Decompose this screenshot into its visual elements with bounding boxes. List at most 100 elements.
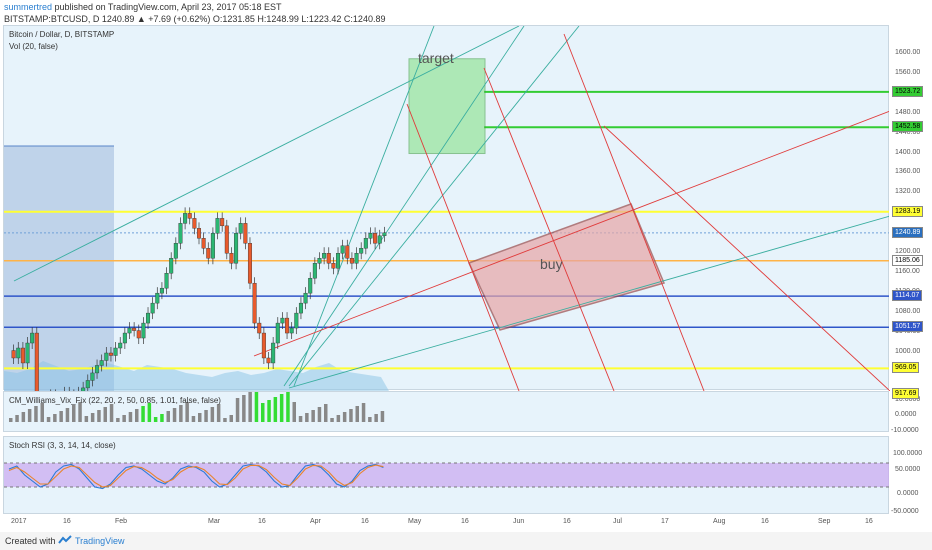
vix-fix-bar xyxy=(172,408,177,422)
price-tick: 1600.00 xyxy=(895,48,921,56)
trend-line xyxy=(293,26,435,387)
vix-fix-bar xyxy=(185,402,189,422)
trend-line xyxy=(288,215,890,389)
candle-body xyxy=(118,342,123,349)
price-tag: 1523.72 xyxy=(892,85,924,97)
vix-fix-bar xyxy=(204,410,208,422)
stoch-axis[interactable]: 100.0000 50.0000 0.0000 -50.0000 xyxy=(889,436,932,515)
candle-body xyxy=(132,327,137,331)
vix-fix-bar xyxy=(15,415,19,422)
candle-body xyxy=(81,387,86,391)
price-tag: 1114.07 xyxy=(892,290,923,302)
time-tick: 16 xyxy=(258,518,266,525)
buy-zone-box xyxy=(467,203,666,331)
vix-fix-bar xyxy=(179,405,183,422)
stoch-tick: 50.0000 xyxy=(895,466,921,473)
candle-body xyxy=(206,248,211,259)
time-tick: 16 xyxy=(361,518,369,525)
price-tag: 1240.89 xyxy=(892,226,924,238)
candle-body xyxy=(104,352,109,361)
candle-body xyxy=(187,213,192,219)
price-tag: 1051.57 xyxy=(892,321,924,333)
candle-body xyxy=(340,245,345,254)
vix-fix-bar xyxy=(65,408,70,422)
time-tick: May xyxy=(408,518,422,525)
candle-body xyxy=(247,243,252,284)
shaded-range-box xyxy=(4,146,114,391)
vix-fix-bar xyxy=(78,402,82,422)
candle-body xyxy=(373,233,378,244)
vix-fix-bar xyxy=(242,395,246,422)
vix-fix-bar xyxy=(286,392,290,422)
candle-body xyxy=(345,245,350,259)
symbol-legend: Bitcoin / Dollar, D, BITSTAMP xyxy=(9,30,115,39)
candle-body xyxy=(322,253,327,259)
vix-fix-bar xyxy=(153,417,158,422)
candle-body xyxy=(289,327,294,334)
candle-body xyxy=(215,218,220,234)
candle-body xyxy=(122,332,127,344)
price-tick: 1560.00 xyxy=(895,68,921,76)
vix-fix-bar xyxy=(311,410,315,422)
candle-body xyxy=(363,238,368,249)
time-tick: Jun xyxy=(513,518,525,525)
candle-body xyxy=(317,258,322,264)
stoch-tick: 100.0000 xyxy=(893,450,923,457)
price-tick: 1000.00 xyxy=(895,348,921,355)
time-tick: 16 xyxy=(761,518,769,525)
candle-body xyxy=(303,292,308,304)
candle-body xyxy=(136,330,141,339)
trend-line xyxy=(13,26,520,282)
vix-fix-bar xyxy=(229,415,233,422)
vix-fix-bar xyxy=(374,414,378,422)
candle-body xyxy=(252,282,257,324)
candle-body xyxy=(183,213,188,224)
vix-fix-bar xyxy=(355,406,359,422)
williams-legend: CM_Williams_Vix_Fix (22, 20, 2, 50, 0.85… xyxy=(9,396,221,405)
vix-fix-bar xyxy=(160,414,164,422)
time-axis[interactable]: 2017 16 Feb Mar 16 Apr 16 May 16 Jun 16 Jul 17 Aug 16 S… xyxy=(3,515,889,529)
candle-body xyxy=(146,312,151,324)
price-tick: 1320.00 xyxy=(895,188,921,196)
trend-line xyxy=(603,125,890,391)
candle-body xyxy=(349,258,354,264)
williams-vix-pane xyxy=(3,391,889,432)
candle-body xyxy=(331,263,336,269)
vix-fix-bar xyxy=(166,411,170,422)
vix-fix-bar xyxy=(141,406,145,422)
trend-line xyxy=(406,103,520,391)
price-tick: 1480.00 xyxy=(895,108,921,116)
volume-legend: Vol (20, false) xyxy=(9,42,58,51)
vix-fix-bar xyxy=(27,409,32,422)
candle-body xyxy=(354,253,359,264)
candle-body xyxy=(326,253,331,264)
stoch-rsi-svg xyxy=(4,462,890,490)
candle-body xyxy=(141,322,146,339)
candle-body xyxy=(127,327,132,334)
vix-fix-bar xyxy=(317,407,322,422)
publish-info: published on TradingView.com, April 23, … xyxy=(54,2,282,12)
candle-body xyxy=(90,372,95,381)
candle-body xyxy=(34,332,39,391)
vix-fix-bar xyxy=(305,413,309,422)
candle-body xyxy=(173,243,178,259)
vix-fix-bar xyxy=(349,409,353,422)
price-tick: 1080.00 xyxy=(895,308,921,316)
candle-body xyxy=(95,365,100,374)
candle-body xyxy=(308,277,313,294)
price-tag: 1185.06 xyxy=(892,254,923,266)
vix-fix-bar xyxy=(9,418,13,422)
vix-fix-bar xyxy=(128,412,133,422)
candle-body xyxy=(155,292,160,304)
vix-fix-bar xyxy=(368,417,372,422)
time-tick: Apr xyxy=(310,518,321,525)
vix-fix-bar xyxy=(72,405,76,422)
time-tick: 16 xyxy=(461,518,469,525)
buy-box-label: buy xyxy=(540,256,563,272)
vix-fix-bar xyxy=(273,397,278,422)
vix-fix-bar xyxy=(330,418,334,422)
author-name[interactable]: summertred xyxy=(4,2,53,12)
vix-fix-bar xyxy=(135,409,139,422)
tradingview-brand[interactable]: TradingView xyxy=(75,536,125,546)
candle-body xyxy=(224,225,229,254)
